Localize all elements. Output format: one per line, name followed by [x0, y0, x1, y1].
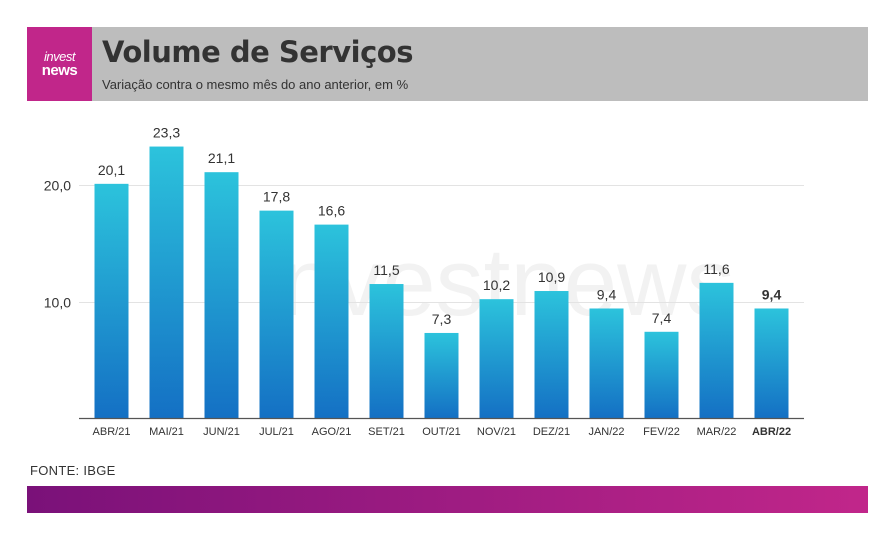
chart-title: Volume de Serviços: [102, 35, 413, 69]
bar: [754, 308, 789, 418]
x-tick-label: DEZ/21: [533, 426, 570, 438]
bar: [644, 331, 679, 418]
data-label: 9,4: [597, 286, 617, 302]
data-label: 7,4: [652, 310, 672, 326]
x-tick-label: ABR/22: [752, 426, 791, 438]
data-label: 16,6: [318, 203, 345, 219]
bar: [204, 172, 239, 418]
data-label: 11,6: [703, 261, 729, 277]
bar: [314, 224, 349, 418]
y-tick-label: 20,0: [44, 178, 71, 194]
x-tick-label: OUT/21: [422, 426, 461, 438]
data-label: 21,1: [208, 150, 235, 166]
data-label: 10,9: [538, 269, 565, 285]
data-label: 9,4: [762, 286, 782, 302]
x-tick-label: JAN/22: [588, 426, 624, 438]
chart-subtitle: Variação contra o mesmo mês do ano anter…: [102, 77, 409, 92]
logo-text-invest: invest: [44, 49, 75, 64]
bar: [534, 291, 569, 418]
bar: [699, 282, 734, 418]
x-tick-label: MAI/21: [149, 426, 184, 438]
header-banner: invest news Volume de Serviços Variação …: [27, 27, 868, 101]
bar: [149, 146, 184, 418]
data-label: 11,5: [373, 262, 399, 278]
x-tick-label: MAR/22: [697, 426, 737, 438]
investnews-logo: invest news: [27, 27, 92, 101]
logo-text-news: news: [41, 62, 78, 79]
y-tick-label: 10,0: [44, 295, 71, 311]
x-tick-label: NOV/21: [477, 426, 516, 438]
bar: [479, 299, 514, 418]
bar: [259, 210, 294, 418]
bar: [94, 183, 129, 418]
x-tick-label: JUN/21: [203, 426, 240, 438]
x-tick-label: JUL/21: [259, 426, 294, 438]
footer-gradient-bar: [27, 486, 868, 513]
bar: [424, 332, 459, 418]
data-label: 23,3: [153, 125, 180, 141]
x-tick-label: FEV/22: [643, 426, 680, 438]
bar: [589, 308, 624, 418]
data-label: 20,1: [98, 162, 125, 178]
x-tick-label: SET/21: [368, 426, 405, 438]
x-tick-label: ABR/21: [93, 426, 131, 438]
source-note: FONTE: IBGE: [30, 463, 116, 478]
bar: [369, 284, 404, 418]
x-tick-label: AGO/21: [312, 426, 352, 438]
data-label: 7,3: [432, 311, 452, 327]
data-label: 17,8: [263, 189, 290, 205]
data-label: 10,2: [483, 277, 510, 293]
bar-chart: investnews 10,020,020,1ABR/2123,3MAI/212…: [44, 125, 804, 438]
